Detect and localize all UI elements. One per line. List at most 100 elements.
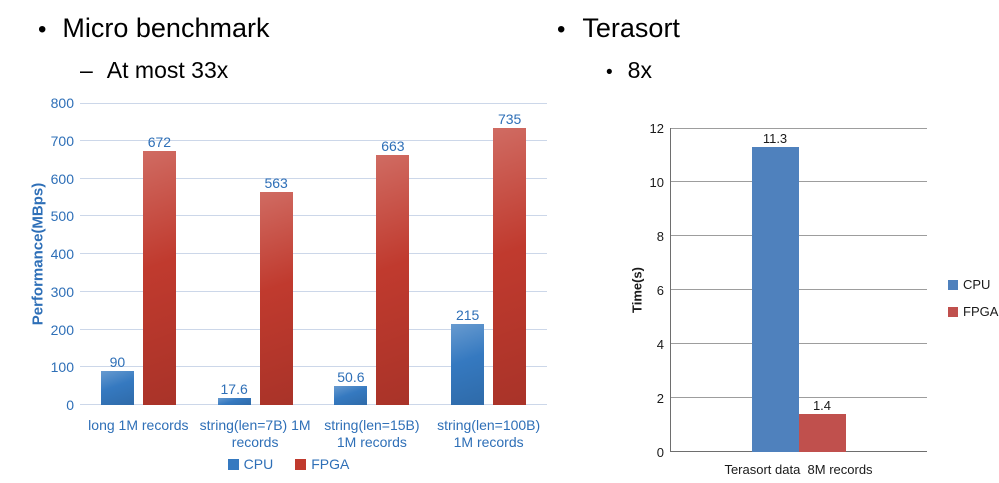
y-tick-label: 0 [66, 397, 74, 413]
legend-swatch-cpu [227, 458, 239, 470]
legend-swatch-fpga [295, 458, 307, 470]
plot-area: 90 672 17.6 563 50.6 663 215 735 [80, 103, 547, 405]
y-tick-label: 100 [50, 359, 74, 376]
micro-benchmark-chart: 90 672 17.6 563 50.6 663 215 735 0 100 200 300 400 50… [28, 95, 553, 480]
bar-wrapper: 11.3 [751, 128, 799, 452]
bar-wrapper: 563 [259, 103, 293, 405]
bar-fpga [142, 151, 176, 405]
y-tick-label: 0 [656, 444, 664, 460]
bar-wrapper: 215 [451, 103, 485, 405]
bar-value-label: 663 [381, 137, 405, 154]
bullet-icon: • [606, 62, 613, 83]
terasort-chart: 11.3 1.4 0 2 4 6 8 10 12 Time(s) Terasort data 8M … [620, 115, 999, 483]
bar-fpga [259, 192, 293, 405]
y-axis-title: Time(s) [629, 267, 645, 313]
category-group: 215 735 [430, 103, 547, 405]
bar-groups: 11.3 1.4 [670, 128, 927, 452]
x-category-label: string(len=15B) 1M records [324, 417, 420, 450]
y-axis-title: Performance(MBps) [29, 182, 47, 326]
y-tick-label: 2 [656, 390, 664, 406]
gridline [80, 177, 547, 179]
bar-value-label: 90 [109, 354, 126, 371]
category-group: 90 672 [80, 103, 197, 405]
bar-wrapper: 672 [142, 103, 176, 405]
legend-item-fpga: FPGA [948, 305, 998, 318]
y-tick-label: 4 [656, 336, 664, 352]
gridline [80, 253, 547, 254]
x-axis-labels: long 1M records string(len=7B) 1M records… [80, 417, 547, 450]
bar-value-label: 563 [264, 175, 288, 192]
left-title: Micro benchmark [62, 13, 270, 43]
bar-value-label: 11.3 [762, 130, 788, 146]
y-tick-label: 800 [50, 95, 74, 111]
bar-value-label: 735 [497, 110, 522, 127]
gridline [80, 139, 547, 141]
bullet-icon: • [557, 16, 566, 43]
legend-item-cpu: CPU [227, 456, 274, 472]
plot-area: 11.3 1.4 [670, 128, 927, 452]
y-axis-line [670, 128, 671, 452]
x-category-label: long 1M records [88, 417, 189, 433]
legend-label: FPGA [311, 456, 350, 472]
right-subtitle: 8x [627, 57, 652, 83]
category-group: 17.6 563 [197, 103, 314, 405]
bar-groups: 90 672 17.6 563 50.6 663 215 735 [80, 103, 547, 405]
y-tick-label: 6 [656, 282, 664, 298]
legend-item-cpu: CPU [948, 278, 998, 291]
legend-item-fpga: FPGA [295, 457, 349, 471]
gridline [670, 128, 927, 129]
bar-fpga [376, 154, 410, 405]
gridline [670, 343, 927, 344]
category-group: 50.6 663 [314, 103, 431, 405]
gridline [80, 290, 547, 292]
bar-value-label: 1.4 [812, 398, 832, 414]
terasort-subheading: • 8x [606, 57, 652, 84]
bullet-icon: • [38, 16, 47, 43]
x-category-label: string(len=100B) 1M records [437, 417, 541, 450]
gridline [670, 397, 927, 398]
legend-label: CPU [963, 277, 991, 292]
y-tick-label: 700 [50, 132, 74, 149]
bar-wrapper: 735 [493, 103, 527, 405]
y-tick-label: 10 [649, 174, 664, 190]
legend: CPU FPGA [55, 457, 522, 471]
gridline [80, 103, 547, 104]
y-tick-label: 600 [50, 170, 74, 187]
bar-cpu [751, 146, 799, 452]
bar-wrapper: 1.4 [798, 128, 846, 452]
right-title: Terasort [582, 13, 680, 43]
gridline [670, 235, 927, 236]
legend-swatch-fpga [948, 306, 958, 317]
micro-benchmark-subheading: – At most 33x [80, 57, 228, 83]
left-subtitle: At most 33x [106, 57, 229, 83]
legend-swatch-cpu [948, 279, 958, 290]
gridline [80, 404, 547, 405]
bar-wrapper: 663 [376, 103, 410, 405]
dash-icon: – [80, 57, 93, 83]
bar-wrapper: 90 [100, 103, 134, 405]
terasort-heading: • Terasort [557, 13, 680, 44]
y-tick-label: 400 [50, 246, 74, 262]
x-axis-labels: Terasort data 8M records [670, 462, 927, 477]
gridline [670, 289, 927, 290]
bar-cpu [451, 323, 485, 405]
bar-value-label: 672 [147, 134, 172, 151]
gridline [80, 366, 547, 368]
bar-fpga [798, 414, 846, 452]
category-group: 11.3 1.4 [670, 128, 927, 452]
gridline [80, 328, 547, 330]
y-tick-label: 8 [656, 228, 664, 244]
x-category-label: string(len=7B) 1M records [199, 417, 311, 450]
legend-label: FPGA [963, 304, 999, 319]
y-tick-label: 12 [649, 120, 664, 136]
y-tick-label: 200 [50, 321, 74, 338]
gridline [670, 181, 927, 182]
bar-wrapper: 17.6 [217, 103, 251, 405]
legend: CPU FPGA [948, 278, 998, 318]
y-tick-label: 500 [50, 208, 74, 225]
legend-label: CPU [243, 456, 274, 472]
bar-wrapper: 50.6 [334, 103, 368, 405]
bar-value-label: 17.6 [220, 381, 248, 398]
bar-cpu [334, 385, 368, 405]
bar-cpu [100, 371, 134, 405]
